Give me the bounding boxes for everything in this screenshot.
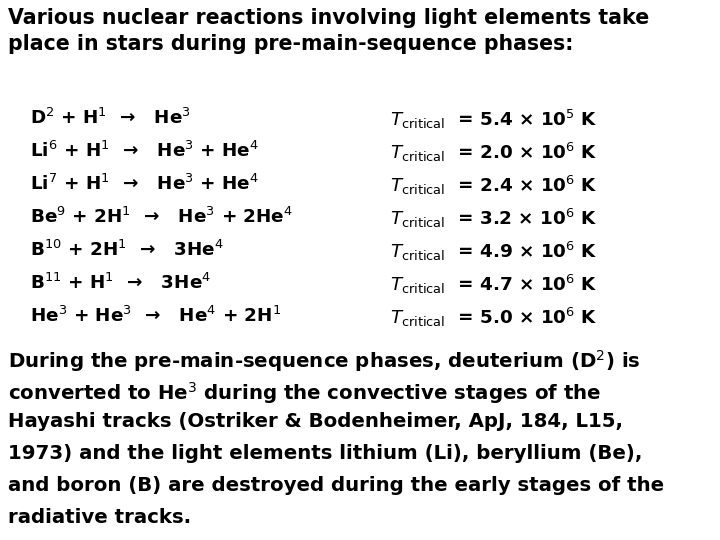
Text: D$^2$ + H$^1$  →   He$^3$: D$^2$ + H$^1$ → He$^3$ bbox=[30, 108, 191, 128]
Text: $T_{\mathrm{critical}}$  = 4.9 × 10$^6$ K: $T_{\mathrm{critical}}$ = 4.9 × 10$^6$ K bbox=[390, 240, 598, 263]
Text: $T_{\mathrm{critical}}$  = 3.2 × 10$^6$ K: $T_{\mathrm{critical}}$ = 3.2 × 10$^6$ K bbox=[390, 207, 597, 230]
Text: $T_{\mathrm{critical}}$  = 5.0 × 10$^6$ K: $T_{\mathrm{critical}}$ = 5.0 × 10$^6$ K bbox=[390, 306, 598, 329]
Text: During the pre-main-sequence phases, deuterium (D$^2$) is: During the pre-main-sequence phases, deu… bbox=[8, 348, 641, 374]
Text: 1973) and the light elements lithium (Li), beryllium (Be),: 1973) and the light elements lithium (Li… bbox=[8, 444, 642, 463]
Text: place in stars during pre-main-sequence phases:: place in stars during pre-main-sequence … bbox=[8, 34, 573, 54]
Text: Be$^9$ + 2H$^1$  →   He$^3$ + 2He$^4$: Be$^9$ + 2H$^1$ → He$^3$ + 2He$^4$ bbox=[30, 207, 293, 227]
Text: and boron (B) are destroyed during the early stages of the: and boron (B) are destroyed during the e… bbox=[8, 476, 664, 495]
Text: $T_{\mathrm{critical}}$  = 5.4 × 10$^5$ K: $T_{\mathrm{critical}}$ = 5.4 × 10$^5$ K bbox=[390, 108, 598, 131]
Text: Various nuclear reactions involving light elements take: Various nuclear reactions involving ligh… bbox=[8, 8, 649, 28]
Text: $T_{\mathrm{critical}}$  = 2.4 × 10$^6$ K: $T_{\mathrm{critical}}$ = 2.4 × 10$^6$ K bbox=[390, 174, 598, 197]
Text: $T_{\mathrm{critical}}$  = 2.0 × 10$^6$ K: $T_{\mathrm{critical}}$ = 2.0 × 10$^6$ K bbox=[390, 141, 598, 164]
Text: Li$^7$ + H$^1$  →   He$^3$ + He$^4$: Li$^7$ + H$^1$ → He$^3$ + He$^4$ bbox=[30, 174, 259, 194]
Text: converted to He$^3$ during the convective stages of the: converted to He$^3$ during the convectiv… bbox=[8, 380, 601, 406]
Text: Hayashi tracks (Ostriker & Bodenheimer, ApJ, 184, L15,: Hayashi tracks (Ostriker & Bodenheimer, … bbox=[8, 412, 623, 431]
Text: B$^{10}$ + 2H$^1$  →   3He$^4$: B$^{10}$ + 2H$^1$ → 3He$^4$ bbox=[30, 240, 224, 260]
Text: He$^3$ + He$^3$  →   He$^4$ + 2H$^1$: He$^3$ + He$^3$ → He$^4$ + 2H$^1$ bbox=[30, 306, 282, 326]
Text: $T_{\mathrm{critical}}$  = 4.7 × 10$^6$ K: $T_{\mathrm{critical}}$ = 4.7 × 10$^6$ K bbox=[390, 273, 598, 296]
Text: Li$^6$ + H$^1$  →   He$^3$ + He$^4$: Li$^6$ + H$^1$ → He$^3$ + He$^4$ bbox=[30, 141, 259, 161]
Text: radiative tracks.: radiative tracks. bbox=[8, 508, 191, 527]
Text: B$^{11}$ + H$^1$  →   3He$^4$: B$^{11}$ + H$^1$ → 3He$^4$ bbox=[30, 273, 211, 293]
